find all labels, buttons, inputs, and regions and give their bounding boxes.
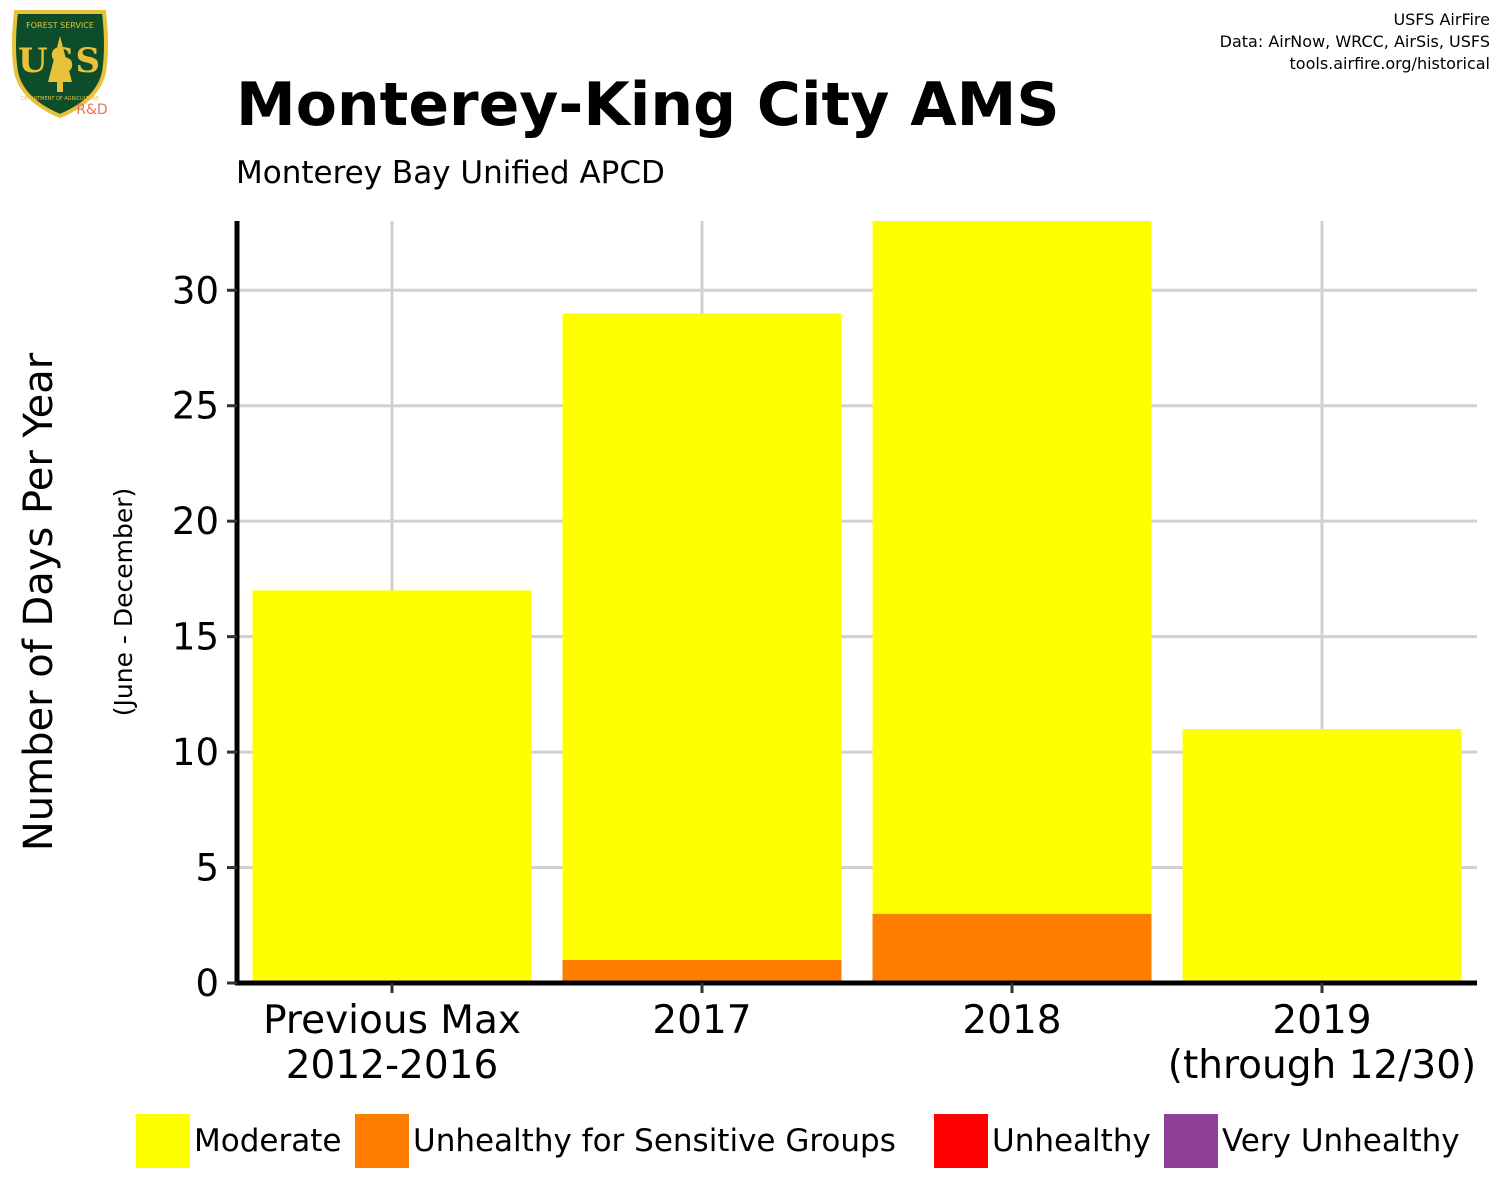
bar-segment xyxy=(562,313,842,960)
legend-label: Unhealthy for Sensitive Groups xyxy=(413,1123,896,1159)
legend-swatch xyxy=(1164,1114,1218,1168)
y-tick-label: 20 xyxy=(172,500,219,543)
legend-item-usg: Unhealthy for Sensitive Groups xyxy=(355,1114,896,1168)
legend-item-moderate: Moderate xyxy=(136,1114,341,1168)
axes xyxy=(227,221,1477,993)
logo-text-bottom: DEPARTMENT OF AGRICULTURE xyxy=(21,96,99,102)
y-tick-label: 30 xyxy=(172,269,219,312)
bar-segment xyxy=(1182,729,1462,983)
x-tick-label: 2012-2016 xyxy=(286,1043,499,1088)
y-tick-label: 15 xyxy=(172,616,219,659)
credit-line-1: USFS AirFire xyxy=(1393,10,1490,29)
y-tick-labels: 0 5 10 15 20 25 30 xyxy=(172,269,219,1005)
legend-label: Moderate xyxy=(194,1123,342,1159)
logo-text-top: FOREST SERVICE xyxy=(26,21,94,30)
x-tick-label: (through 12/30) xyxy=(1168,1043,1476,1088)
bar-segment xyxy=(872,913,1152,983)
legend-label: Unhealthy xyxy=(992,1123,1151,1159)
x-tick-label: 2019 xyxy=(1272,998,1371,1043)
bars xyxy=(252,221,1462,983)
y-tick-label: 10 xyxy=(172,731,219,774)
legend-label: Very Unhealthy xyxy=(1222,1123,1460,1159)
chart-title: Monterey-King City AMS xyxy=(236,70,1060,140)
logo-tag: R&D xyxy=(76,102,107,118)
chart-subtitle: Monterey Bay Unified APCD xyxy=(236,155,665,191)
legend-swatch xyxy=(934,1114,988,1168)
y-axis-label: Number of Days Per Year xyxy=(16,352,62,851)
legend-item-unhealthy: Unhealthy xyxy=(934,1114,1151,1168)
credit-line-3: tools.airfire.org/historical xyxy=(1289,54,1490,73)
y-tick-label: 0 xyxy=(195,962,219,1005)
y-axis-sublabel: (June - December) xyxy=(109,488,138,717)
usfs-logo: FOREST SERVICE USS DEPARTMENT OF AGRICUL… xyxy=(12,10,108,119)
logo-tree-icon xyxy=(48,36,72,82)
legend-swatch xyxy=(355,1114,409,1168)
x-tick-label: 2017 xyxy=(652,998,751,1043)
bar-segment xyxy=(872,221,1152,914)
credit-line-2: Data: AirNow, WRCC, AirSis, USFS xyxy=(1219,32,1490,51)
bar-segment xyxy=(562,959,842,983)
x-tick-label: 2018 xyxy=(962,998,1061,1043)
x-tick-label: Previous Max xyxy=(263,998,521,1043)
y-tick-label: 25 xyxy=(172,385,219,428)
bar-segment xyxy=(252,590,532,983)
legend-swatch xyxy=(136,1114,190,1168)
legend-item-very-unhealthy: Very Unhealthy xyxy=(1164,1114,1460,1168)
y-tick-label: 5 xyxy=(195,847,219,890)
